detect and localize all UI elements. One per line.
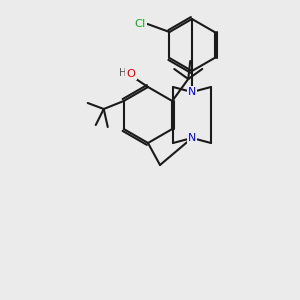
- Text: N: N: [188, 133, 196, 143]
- Text: H: H: [118, 68, 126, 78]
- Text: N: N: [188, 87, 196, 97]
- Text: Cl: Cl: [134, 19, 146, 29]
- Text: O: O: [127, 69, 136, 79]
